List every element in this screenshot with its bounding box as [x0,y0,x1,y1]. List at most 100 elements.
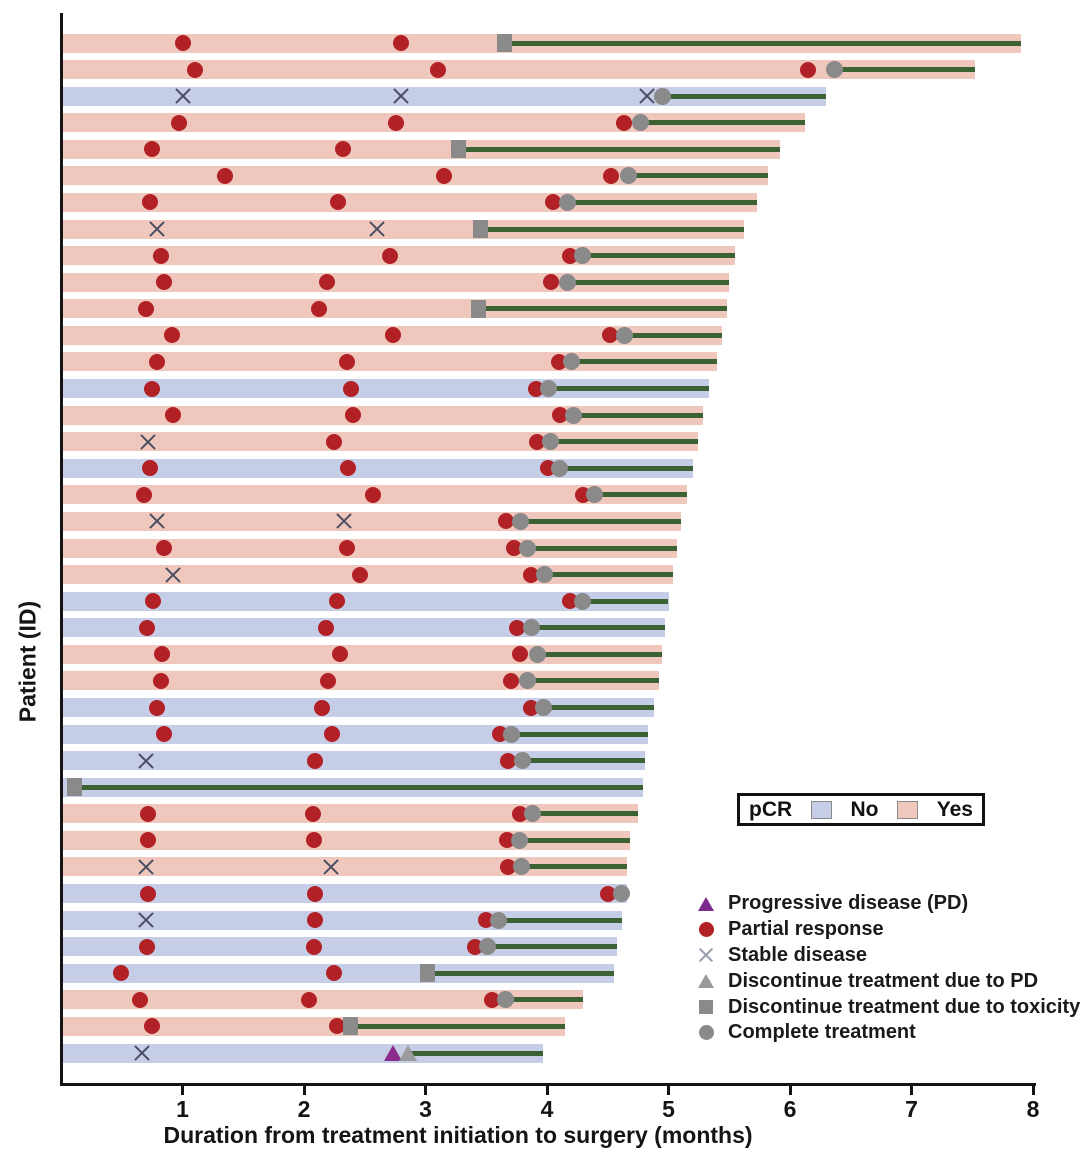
partial-response-marker [139,938,156,955]
progressive-disease-marker [383,1044,402,1061]
partial-response-marker [140,805,157,822]
treatment-gap-line [350,1023,566,1029]
complete-treatment-marker [562,353,580,371]
complete-treatment-marker [534,699,552,716]
discontinue-pd-marker [399,1044,418,1061]
partial-response-marker [545,194,562,211]
partial-response-marker [344,407,361,424]
partial-response-marker [135,486,152,503]
treatment-gap-line [548,386,709,392]
partial-response-marker [144,141,161,158]
treatment-gap-line [834,67,975,73]
partial-response-marker [144,1018,161,1035]
complete-treatment-marker [550,459,568,477]
stable-disease-marker [335,512,353,530]
x-tick-label: 4 [540,1096,554,1122]
stable-disease-icon [696,947,716,963]
partial-response-marker [186,61,203,78]
x-axis-title: Duration from treatment initiation to su… [163,1122,753,1148]
partial-response-marker [542,274,559,291]
partial-response-marker [170,114,187,131]
partial-response-marker [138,300,155,317]
complete-treatment-marker [585,486,603,504]
complete-treatment-marker [619,167,637,185]
treatment-gap-line [573,412,703,418]
partial-response-marker [152,247,169,264]
complete-treatment-marker [523,805,541,823]
complete-treatment-marker [653,87,671,105]
pcr-no-swatch [810,800,832,819]
partial-response-marker [334,141,351,158]
treatment-gap-line [582,598,669,604]
partial-response-marker [217,167,234,184]
partial-response-marker [602,327,619,344]
stable-disease-marker [148,512,166,530]
treatment-gap-line [458,146,781,152]
discontinue-toxicity-marker [342,1017,358,1036]
partial-response-marker [506,540,523,557]
partial-response-marker [599,885,616,902]
complete-treatment-marker [478,938,496,956]
x-tick-label: 3 [419,1096,432,1122]
patient-bar [63,166,769,186]
patient-bar [63,1043,544,1063]
treatment-gap-line [527,678,659,684]
partial-response-marker [388,114,405,131]
discontinue-toxicity-icon [696,1000,716,1015]
partial-response-marker [306,912,323,929]
partial-response-marker [140,832,157,849]
complete-treatment-marker [514,752,532,770]
patient-bar [63,751,646,771]
partial-response-marker [163,327,180,344]
partial-response-icon [696,922,716,938]
complete-treatment-marker [503,725,521,743]
complete-treatment-marker [559,193,577,211]
partial-response-marker [156,274,173,291]
partial-response-marker [326,433,343,450]
complete-treatment-marker [565,406,583,424]
partial-response-marker [529,433,546,450]
partial-response-marker [141,194,158,211]
patient-bar [63,139,781,159]
pcr-legend-title: pCR [749,797,793,821]
partial-response-marker [500,858,517,875]
x-tick [667,1086,670,1095]
partial-response-marker [148,353,165,370]
partial-response-marker [384,327,401,344]
partial-response-marker [338,353,355,370]
partial-response-marker [339,460,356,477]
stable-disease-marker [137,911,155,929]
partial-response-marker [508,619,525,636]
partial-response-marker [306,752,323,769]
pd_triangle-glyph [698,896,714,911]
treatment-gap-line [567,279,730,285]
legend-item-complete-treatment: Complete treatment [696,1020,1080,1046]
partial-response-marker [552,407,569,424]
partial-response-marker [332,646,349,663]
legend-item-partial-response: Partial response [696,917,1080,943]
partial-response-marker [314,699,331,716]
legend-item-label: Progressive disease (PD) [728,892,969,915]
treatment-gap-line [521,864,628,870]
partial-response-marker [502,672,519,689]
partial-response-marker [497,513,514,530]
partial-response-marker [174,35,191,51]
legend-item-discontinue-pd: Discontinue treatment due to PD [696,968,1080,994]
partial-response-marker [382,247,399,264]
partial-response-marker [615,114,632,131]
partial-response-marker [310,300,327,317]
complete-treatment-marker [573,247,591,265]
x-axis-line [60,1083,1036,1086]
gray_circle-glyph [698,1025,714,1041]
partial-response-marker [139,619,156,636]
x-tick-label: 2 [297,1096,311,1122]
treatment-gap-line [520,518,681,524]
treatment-gap-line [550,439,698,445]
stable-disease-marker [174,87,192,105]
partial-response-marker [152,672,169,689]
partial-response-marker [326,965,343,982]
partial-response-marker [323,726,340,743]
partial-response-marker [393,35,410,51]
patient-bar [63,1016,566,1036]
discontinue-pd-icon [696,974,716,989]
